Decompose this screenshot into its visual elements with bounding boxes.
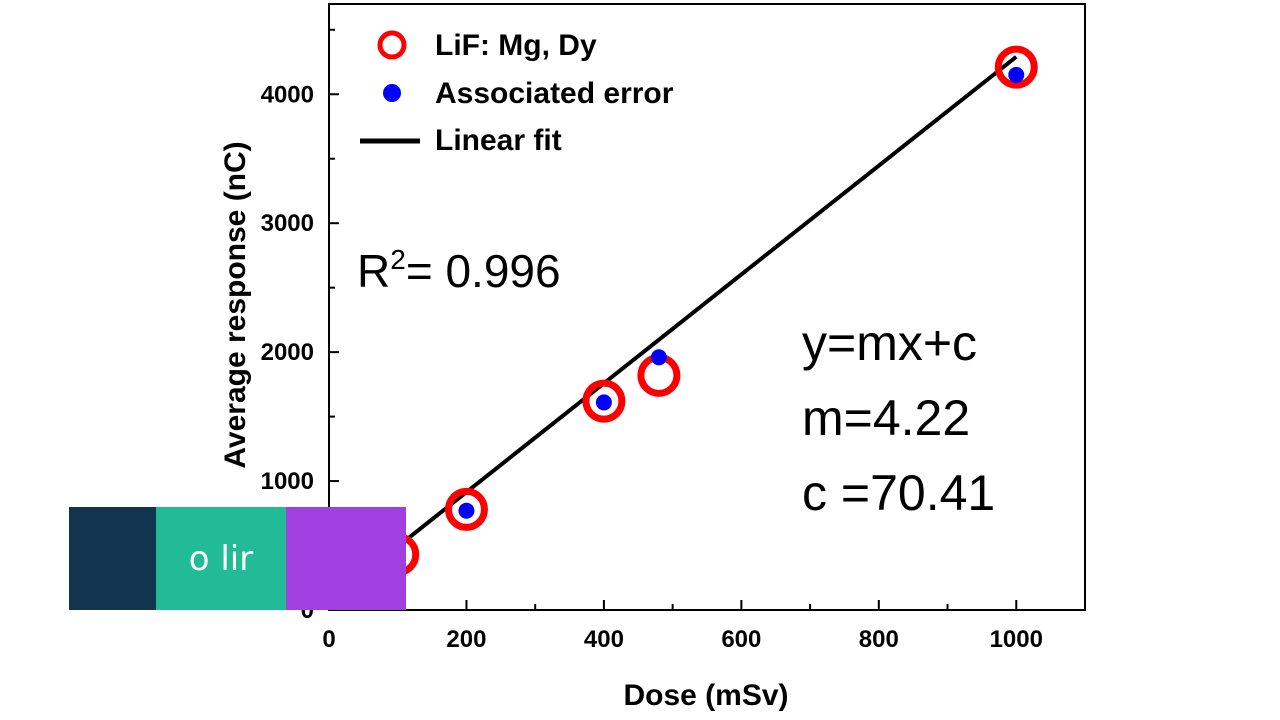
x-tick-label: 0 <box>322 626 335 653</box>
x-tick-label: 1000 <box>990 626 1043 653</box>
equation-label: y=mx+c <box>802 315 977 371</box>
overlay-segment-dark <box>69 507 156 610</box>
error-point-dot <box>595 394 612 411</box>
overlay-caption-text: o lir <box>188 538 254 579</box>
plot-frame <box>328 3 1086 611</box>
y-tick-label: 4000 <box>261 81 314 108</box>
r-squared-label: R2= 0.996 <box>357 244 561 297</box>
y-axis-title: Average response (nC) <box>219 141 252 468</box>
annotations: R2= 0.996 y=mx+c m=4.22 c =70.41 <box>357 244 995 521</box>
error-point-dot <box>458 502 475 519</box>
error-point-dot <box>1008 66 1025 83</box>
plot-marks <box>376 45 1038 577</box>
x-tick-label: 400 <box>584 626 624 653</box>
x-tick-label: 600 <box>721 626 761 653</box>
error-point-dot <box>650 349 667 366</box>
legend-ring-symbol <box>377 30 407 60</box>
legend-dot-symbol <box>383 84 401 102</box>
slope-label: m=4.22 <box>802 390 970 446</box>
linear-fit-line <box>396 55 1018 549</box>
legend-label-error: Associated error <box>435 77 674 110</box>
y-tick-label: 1000 <box>261 468 314 495</box>
y-tick-label: 2000 <box>261 339 314 366</box>
x-axis-title: Dose (mSv) <box>623 679 788 712</box>
data-point-ring <box>582 379 626 423</box>
data-point-ring <box>994 45 1038 89</box>
legend: LiF: Mg, Dy Associated error Linear fit <box>360 29 674 157</box>
x-tick-label: 800 <box>859 626 899 653</box>
x-tick-label: 200 <box>446 626 486 653</box>
intercept-label: c =70.41 <box>802 465 995 521</box>
y-tick-label: 3000 <box>261 210 314 237</box>
legend-label-points: LiF: Mg, Dy <box>435 29 597 62</box>
overlay-segment-teal: o lir <box>156 507 286 610</box>
overlay-caption-bar: o lir <box>69 507 406 610</box>
data-point-ring <box>444 487 488 531</box>
legend-label-fit: Linear fit <box>435 124 562 157</box>
overlay-segment-purple <box>286 507 406 610</box>
